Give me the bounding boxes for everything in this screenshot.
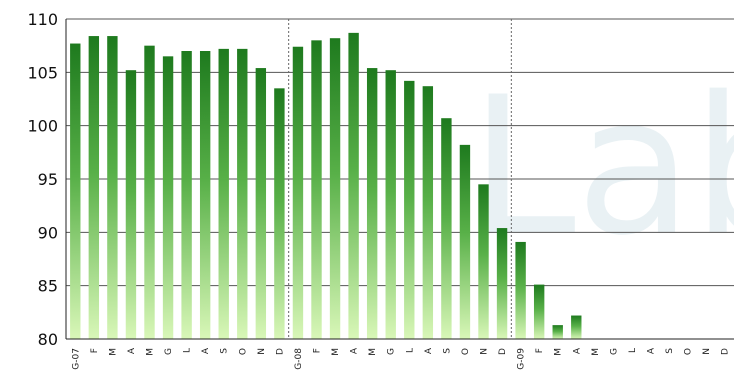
bar — [478, 184, 489, 339]
x-tick-label: M — [554, 348, 564, 356]
x-tick-label: O — [461, 348, 471, 355]
y-tick-label: 85 — [38, 277, 58, 296]
grid-lines — [66, 18, 734, 287]
x-tick-label: G — [164, 348, 174, 355]
bar — [515, 241, 526, 339]
bar — [144, 45, 155, 340]
x-tick-label: D — [275, 348, 285, 355]
x-tick-label: M — [146, 348, 156, 356]
x-tick-label: G-07 — [71, 348, 81, 370]
x-tick-label: N — [480, 348, 490, 355]
x-tick-label: O — [684, 348, 694, 355]
x-tick-label: G — [387, 348, 397, 355]
bar — [292, 46, 304, 339]
axes — [65, 19, 734, 340]
y-axis-ticks: 80 85 90 95 100 105 110 — [27, 10, 58, 349]
x-axis-ticks: G-07 F M A M G L A S O N D G-08 F M A M G L A S O N D G-09 F M A M G L… — [71, 347, 730, 370]
x-tick-label: F — [313, 348, 323, 353]
x-tick-label: N — [702, 348, 712, 355]
watermark-text: Lab — [470, 56, 734, 277]
x-tick-label: G-08 — [294, 348, 304, 370]
bar — [218, 48, 229, 339]
y-tick-label: 95 — [38, 170, 58, 189]
bar — [88, 36, 100, 340]
bar — [329, 38, 341, 339]
x-tick-label: M — [331, 348, 341, 356]
x-tick-label: S — [665, 348, 675, 354]
x-tick-label: D — [721, 348, 731, 355]
x-tick-label: S — [220, 348, 230, 354]
bar — [422, 86, 434, 339]
y-tick-label: 80 — [38, 330, 58, 349]
bar — [162, 56, 174, 339]
x-tick-label: L — [405, 348, 415, 353]
bar — [107, 36, 118, 340]
x-tick-label: L — [628, 348, 638, 353]
y-tick-label: 110 — [27, 10, 58, 29]
bar — [255, 68, 267, 340]
bar — [125, 70, 137, 339]
bar — [571, 315, 582, 339]
x-tick-label: A — [201, 347, 211, 354]
bar — [385, 70, 396, 339]
bar — [404, 80, 415, 339]
x-tick-label: M — [108, 348, 118, 356]
x-tick-label: G-09 — [517, 348, 527, 370]
x-tick-label: A — [424, 347, 434, 354]
bar — [496, 228, 508, 339]
bar — [533, 284, 545, 339]
bar — [70, 43, 81, 340]
x-tick-label: S — [442, 348, 452, 354]
bar — [366, 68, 378, 340]
bars — [70, 32, 582, 340]
bar — [237, 48, 248, 339]
bar — [199, 51, 211, 339]
bar — [459, 144, 471, 339]
x-tick-label: A — [127, 347, 137, 354]
x-tick-label: A — [572, 347, 582, 354]
x-tick-label: O — [238, 348, 248, 355]
bar — [181, 51, 192, 339]
x-tick-label: G — [609, 348, 619, 355]
x-tick-label: M — [368, 348, 378, 356]
x-tick-label: D — [498, 348, 508, 355]
x-tick-label: M — [591, 348, 601, 356]
y-tick-label: 90 — [38, 223, 58, 242]
y-tick-label: 100 — [27, 117, 58, 136]
y-tick-label: 105 — [27, 63, 58, 82]
year-separators — [288, 19, 512, 339]
bar — [311, 40, 322, 339]
bar — [348, 32, 359, 339]
bar — [552, 325, 563, 339]
x-tick-label: N — [257, 348, 267, 355]
x-tick-label: L — [183, 348, 193, 353]
bar — [441, 118, 452, 339]
x-tick-label: A — [647, 347, 657, 354]
x-tick-label: F — [535, 348, 545, 353]
x-tick-label: F — [90, 348, 100, 353]
bar — [274, 88, 285, 339]
x-tick-label: A — [350, 347, 360, 354]
